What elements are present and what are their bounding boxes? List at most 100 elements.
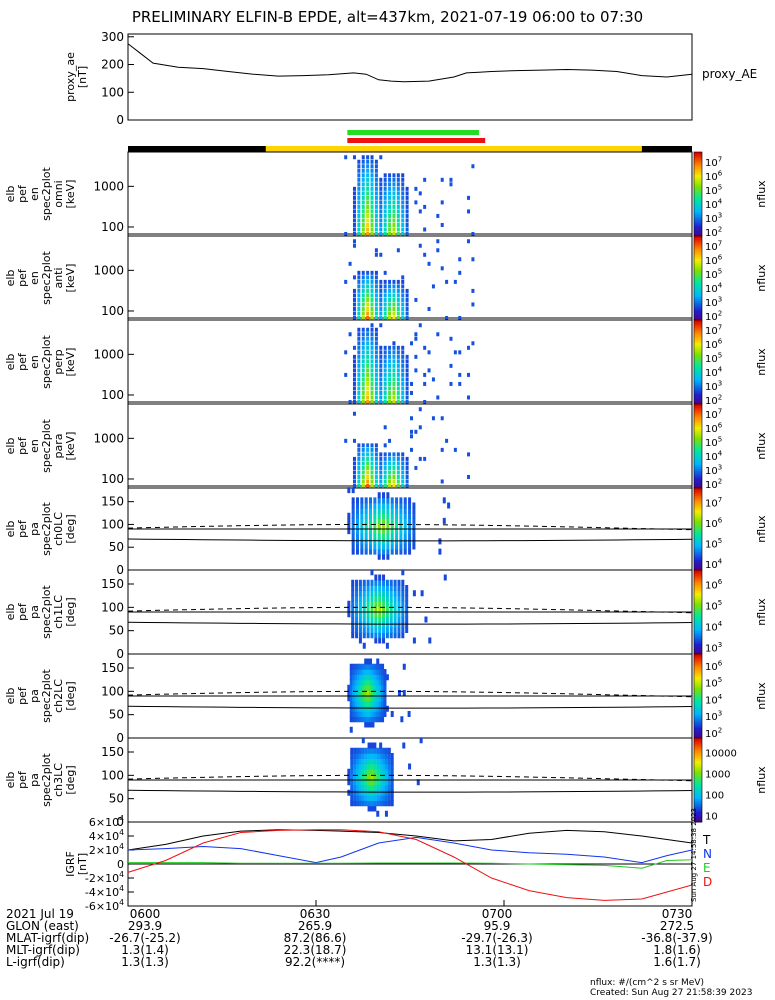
spectrogram-cell <box>347 528 351 535</box>
spectrogram-cell <box>388 204 392 209</box>
spectrogram-cell <box>357 275 361 280</box>
spectrogram-cell <box>362 595 366 602</box>
spectrogram-cell <box>366 327 370 332</box>
spectrogram-cell <box>382 528 386 535</box>
spectrogram-cell <box>379 795 383 801</box>
spectrogram-cell <box>383 345 387 350</box>
colorbar-cell <box>694 553 702 557</box>
spectrogram-cell <box>352 716 356 723</box>
spectrogram-cell <box>376 747 380 754</box>
spectrogram-cell <box>370 758 374 765</box>
spectrogram-cell <box>381 695 385 702</box>
spectrogram-cell <box>362 616 366 623</box>
colorbar-cell <box>694 811 702 815</box>
colorbar-cell <box>694 593 702 596</box>
y-tick-label: 100 <box>101 304 124 318</box>
colorbar-cell <box>694 803 702 806</box>
spectrogram-cell <box>374 302 378 307</box>
spectrogram-cell <box>383 279 387 284</box>
spectrogram-cell <box>367 795 371 801</box>
colorbar-cell <box>694 168 702 172</box>
spectrogram-cell <box>348 400 352 404</box>
spectrogram-cell <box>374 395 378 400</box>
spectrogram-cell <box>396 191 400 196</box>
spectrogram-cell <box>373 800 377 807</box>
spectrogram-cell <box>403 517 407 524</box>
spectrogram-cell <box>364 763 368 770</box>
spectrogram-cell <box>357 173 361 178</box>
spectrogram-cell <box>423 372 427 377</box>
spectrogram-cell <box>347 606 351 612</box>
spectrogram-cell <box>361 284 365 289</box>
colorbar-cell <box>694 217 702 220</box>
spectrogram-cell <box>370 345 374 350</box>
spectrogram-cell <box>356 543 360 550</box>
spectrogram-cell <box>344 155 348 160</box>
spectrogram-cell <box>382 800 386 807</box>
spectrogram-cell <box>396 474 400 479</box>
spectrogram-cell <box>370 368 374 373</box>
spectrogram-cell <box>366 209 370 214</box>
spectrogram-cell <box>390 507 394 514</box>
loss-cone-line <box>127 523 693 531</box>
y-axis-label: [keV] <box>64 264 77 293</box>
spectrogram-cell <box>366 700 370 707</box>
spectrogram-cell <box>349 695 353 702</box>
spectrogram-cell <box>405 484 409 488</box>
spectrogram-cell <box>395 507 399 514</box>
spectrogram-cell <box>414 200 418 205</box>
colorbar-cell <box>694 408 702 411</box>
colorbar-cell <box>694 775 702 779</box>
spectrogram-cell <box>383 363 387 368</box>
spectrogram-cell <box>392 173 396 178</box>
spectrogram-cell <box>351 533 355 540</box>
y-tick-label: 0 <box>116 815 124 829</box>
colorbar-cell <box>694 702 702 705</box>
spectrogram-cell <box>370 350 374 355</box>
spectrogram-cell <box>374 284 378 289</box>
mlat-cell: 87.2(86.6) <box>283 931 347 945</box>
colorbar-cell <box>694 717 702 720</box>
spectrogram-cell <box>367 789 371 796</box>
colorbar-cell <box>694 761 702 764</box>
spectrogram-cell <box>383 690 387 696</box>
spectrogram-cell <box>383 350 387 355</box>
spectrogram-cell <box>374 368 378 373</box>
colorbar-cell <box>694 177 702 180</box>
spectrogram-cell <box>379 774 383 780</box>
spectrogram-cell <box>392 311 396 316</box>
colorbar-tick-label: 104 <box>705 197 723 211</box>
colorbar-cell <box>694 454 702 457</box>
colorbar-cell <box>694 353 702 357</box>
spectrogram-cell <box>364 795 368 801</box>
colorbar-tick-label: 107 <box>705 323 722 337</box>
loss-cone-line <box>127 774 693 782</box>
colorbar-cell <box>694 729 702 733</box>
spectrogram-cell <box>357 474 361 479</box>
spectrogram-cell <box>401 461 405 466</box>
spectrogram-cell <box>374 173 378 178</box>
y-axis-label: pef <box>16 352 29 371</box>
spectrogram-cell <box>378 616 382 623</box>
colorbar-cell <box>694 395 702 399</box>
spectrogram-cell <box>392 363 396 368</box>
loss-cone-line <box>127 538 693 542</box>
spectrogram-cell <box>371 721 375 728</box>
spectrogram-cell <box>458 350 462 355</box>
spectrogram-cell <box>402 742 406 749</box>
spectrogram-cell <box>403 548 407 555</box>
spectrogram-cell <box>374 372 378 377</box>
spectrogram-cell <box>376 810 380 817</box>
spectrogram-cell <box>370 359 374 364</box>
spectrogram-cell <box>364 497 368 504</box>
spectrogram-cell <box>401 595 405 602</box>
spectrogram-cell <box>399 523 403 529</box>
spectrogram-cell <box>364 502 368 509</box>
colorbar-cell <box>694 265 702 268</box>
spectrogram-cell <box>383 484 387 488</box>
spectrogram-cell <box>438 538 442 545</box>
spectrogram-cell <box>405 400 409 404</box>
spectrogram-cell <box>408 507 412 514</box>
spectrogram-cell <box>352 674 356 681</box>
y-axis-label: pef <box>16 519 29 538</box>
